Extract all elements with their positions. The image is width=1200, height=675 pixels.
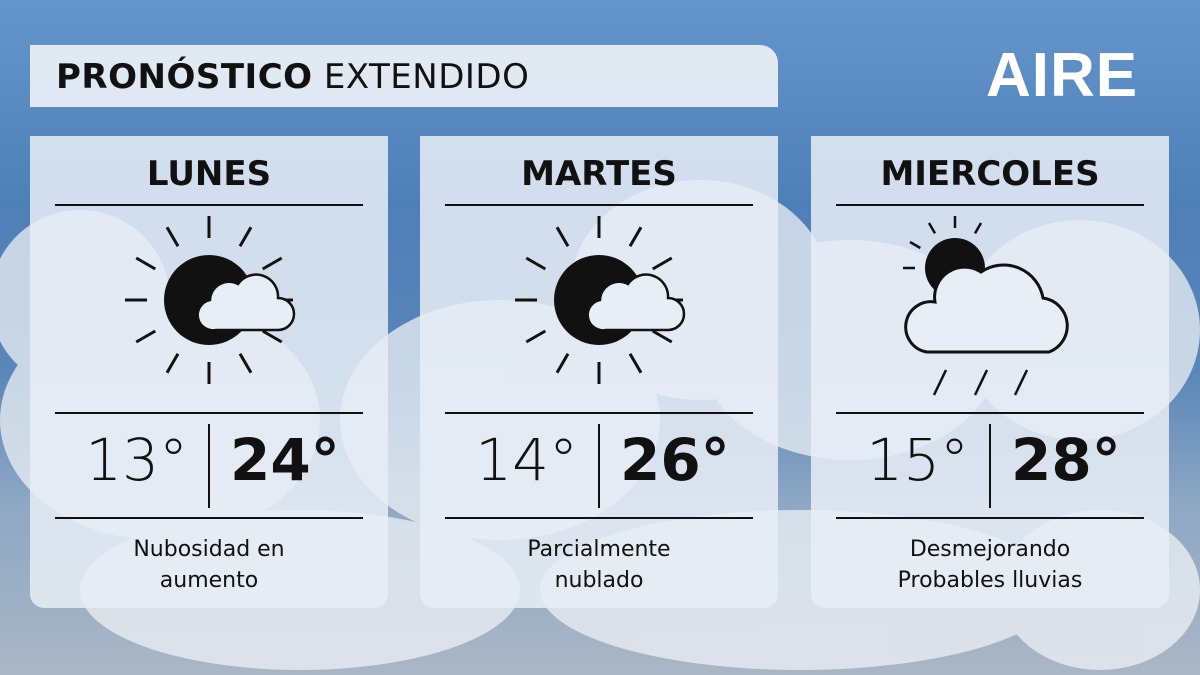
- divider: [445, 412, 753, 414]
- sun-ray: [261, 329, 283, 344]
- sun-ray: [165, 352, 180, 374]
- sun-ray: [525, 256, 547, 271]
- sun-ray: [628, 352, 643, 374]
- divider: [836, 517, 1144, 519]
- raindrop-icon: [973, 369, 989, 396]
- description-line: Probables lluvias: [897, 568, 1083, 593]
- temperature-row: 14° 26°: [420, 424, 778, 508]
- temperature-row: 13° 24°: [30, 424, 388, 508]
- divider: [55, 204, 363, 206]
- raindrop-icon: [932, 369, 948, 396]
- rain-cloud-sun-icon: [903, 216, 1069, 396]
- temp-divider: [598, 424, 600, 508]
- forecast-description: Desmejorando Probables lluvias: [811, 534, 1169, 596]
- description-line: Desmejorando: [909, 537, 1071, 562]
- min-temp: 14°: [475, 426, 578, 494]
- sun-ray: [165, 226, 180, 248]
- divider: [445, 517, 753, 519]
- max-temp: 28°: [1011, 426, 1121, 494]
- title-panel: PRONÓSTICO EXTENDIDO: [30, 45, 778, 107]
- max-temp: 24°: [230, 426, 340, 494]
- title-bold: PRONÓSTICO: [56, 57, 313, 97]
- divider: [836, 412, 1144, 414]
- day-name: MIERCOLES: [880, 154, 1100, 194]
- sun-ray: [628, 226, 643, 248]
- divider: [836, 204, 1144, 206]
- min-temp: 15°: [866, 426, 969, 494]
- sun-ray: [973, 222, 983, 234]
- forecast-description: Parcialmente nublado: [420, 534, 778, 596]
- day-name: MARTES: [521, 154, 677, 194]
- forecast-card-monday: LUNES 13° 24° Nubosidad en aumento: [30, 136, 388, 608]
- cloud-icon: [196, 273, 296, 332]
- forecast-card-tuesday: MARTES 14° 26° Parcialmente nublado: [420, 136, 778, 608]
- description-line: Nubosidad en: [133, 537, 285, 562]
- partly-cloudy-icon: [515, 216, 686, 384]
- description-line: nublado: [554, 568, 644, 593]
- description-line: Parcialmente: [527, 537, 671, 562]
- sun-ray: [525, 329, 547, 344]
- cloud-icon: [904, 263, 1069, 354]
- sun-ray: [651, 256, 673, 271]
- sun-ray: [238, 352, 253, 374]
- sun-ray: [555, 226, 570, 248]
- sun-ray: [555, 352, 570, 374]
- sun-ray: [651, 329, 673, 344]
- description-line: aumento: [159, 568, 259, 593]
- forecast-description: Nubosidad en aumento: [30, 534, 388, 596]
- sun-ray: [927, 222, 937, 234]
- sun-ray: [135, 329, 157, 344]
- temp-divider: [208, 424, 210, 508]
- sun-ray: [238, 226, 253, 248]
- temp-divider: [989, 424, 991, 508]
- divider: [55, 517, 363, 519]
- sun-ray: [261, 256, 283, 271]
- day-name: LUNES: [146, 154, 272, 194]
- raindrop-icon: [1013, 369, 1029, 396]
- temperature-row: 15° 28°: [811, 424, 1169, 508]
- aire-logo: AIRE: [986, 41, 1139, 110]
- sun-ray: [135, 256, 157, 271]
- max-temp: 26°: [620, 426, 730, 494]
- sun-ray: [909, 240, 921, 250]
- divider: [55, 412, 363, 414]
- cloud-icon: [586, 273, 686, 332]
- title-light: EXTENDIDO: [323, 57, 530, 97]
- forecast-card-wednesday: MIERCOLES 15° 28° Desmejorando Probables…: [811, 136, 1169, 608]
- divider: [445, 204, 753, 206]
- min-temp: 13°: [85, 426, 188, 494]
- partly-cloudy-icon: [125, 216, 296, 384]
